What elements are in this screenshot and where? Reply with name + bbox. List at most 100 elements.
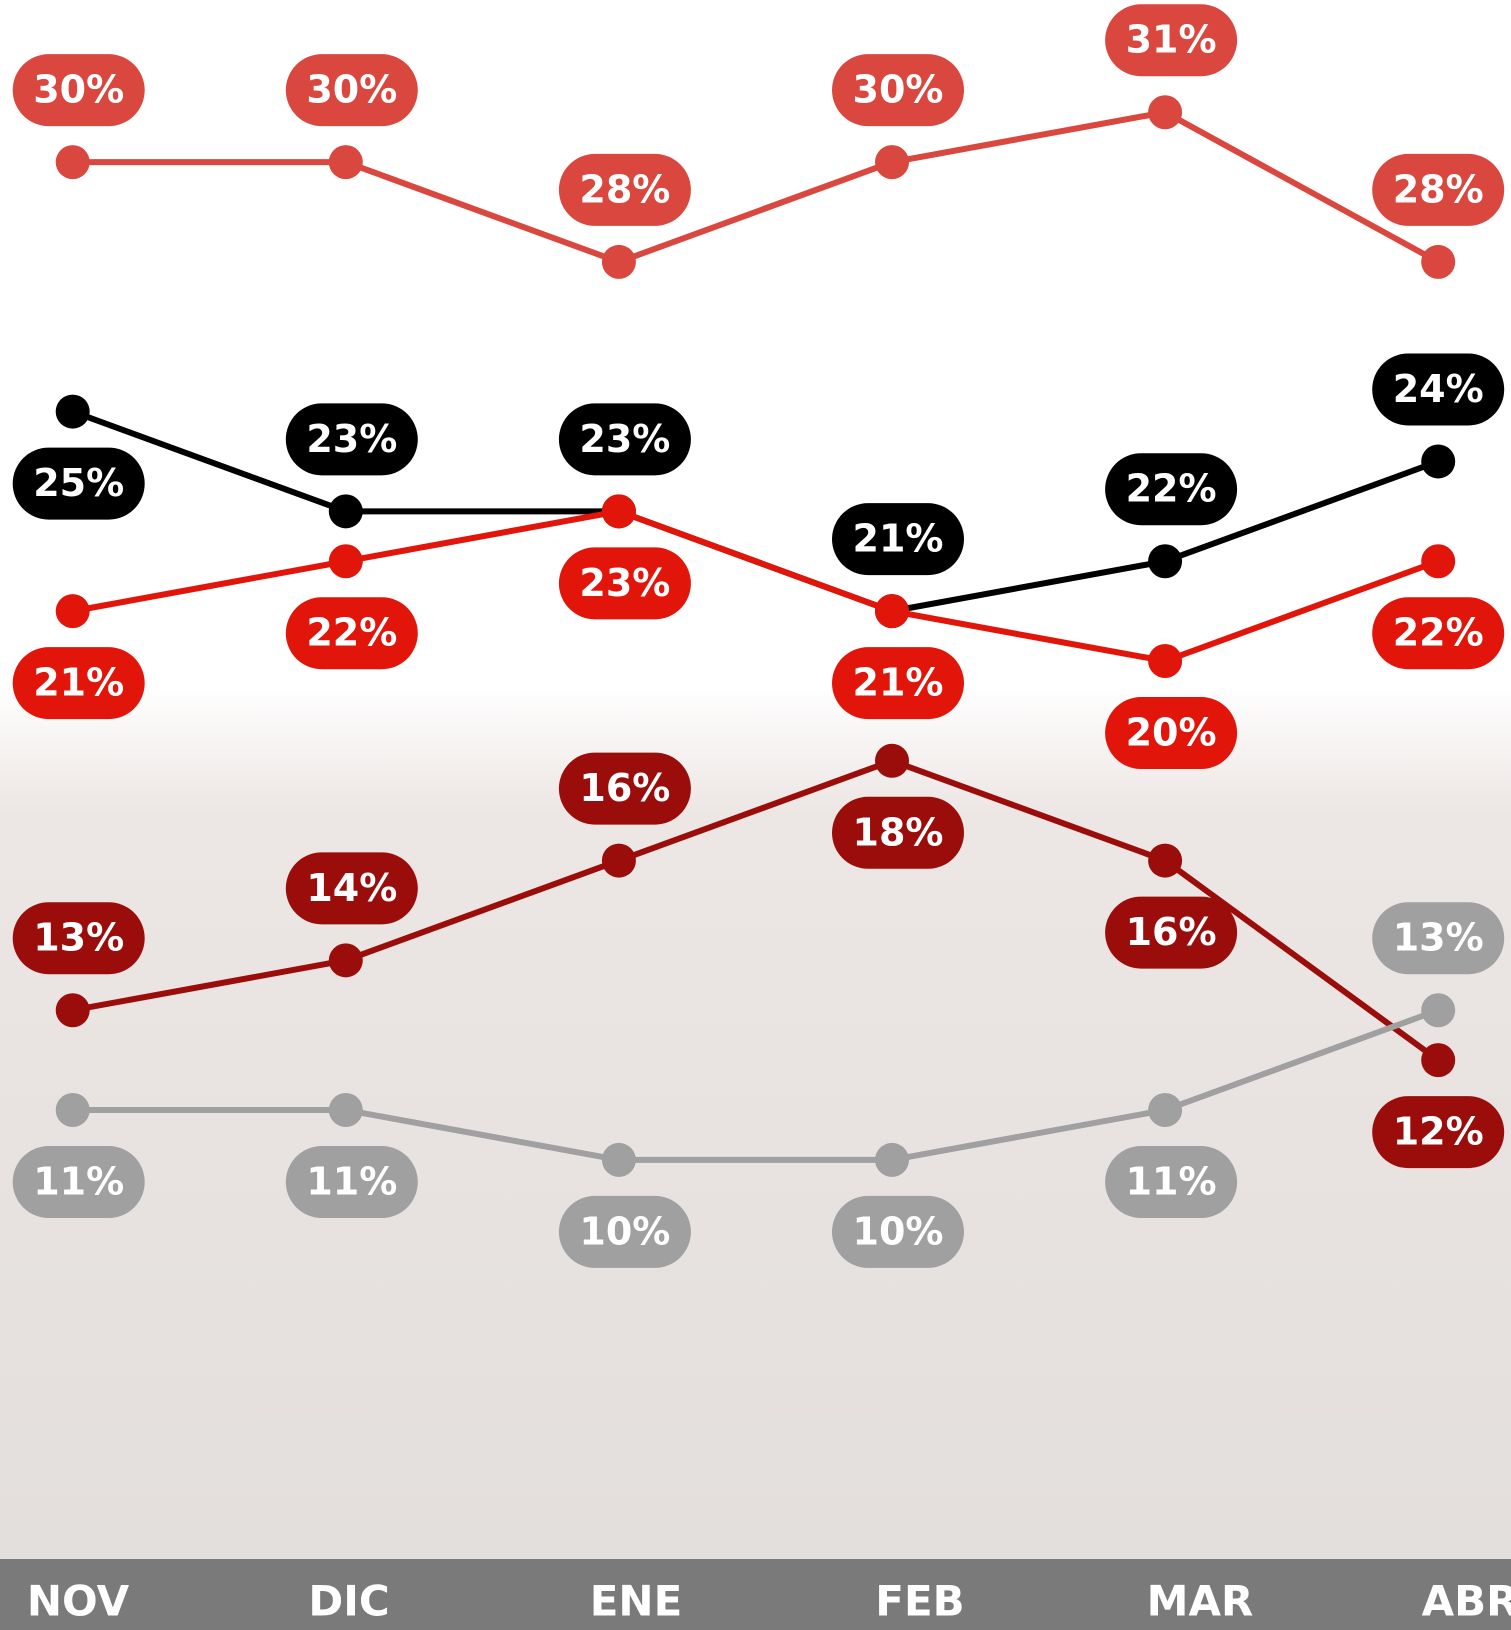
x-tick-label: FEB <box>875 1577 964 1626</box>
data-label: 23% <box>579 417 670 461</box>
data-label: 21% <box>33 661 124 705</box>
series-line <box>72 757 1440 1063</box>
data-label: 21% <box>853 661 944 705</box>
data-point <box>328 1093 363 1128</box>
data-label: 22% <box>306 611 397 655</box>
data-point <box>875 145 909 180</box>
x-tick-label: ENE <box>590 1577 683 1626</box>
data-point <box>601 843 636 878</box>
data-label: 22% <box>1393 611 1484 655</box>
data-label: 28% <box>579 167 670 211</box>
data-label-pill <box>12 447 145 520</box>
data-label-pill <box>558 153 691 226</box>
data-point <box>875 1142 909 1177</box>
data-label: 20% <box>1126 711 1217 755</box>
data-label-pill <box>832 503 964 576</box>
data-label-pill <box>558 1195 691 1268</box>
data-label-pill <box>12 54 145 127</box>
data-label: 18% <box>853 810 944 854</box>
data-point <box>1421 1043 1456 1078</box>
data-label-pill <box>285 597 418 670</box>
data-label: 10% <box>853 1209 944 1253</box>
data-point <box>55 394 90 429</box>
data-label: 14% <box>306 866 397 910</box>
data-label: 11% <box>33 1160 124 1204</box>
data-label: 23% <box>306 417 397 461</box>
data-label: 13% <box>1393 916 1484 960</box>
series-line <box>72 109 1440 266</box>
data-label-pill <box>1372 902 1505 975</box>
data-label-pill <box>1105 896 1238 969</box>
data-point <box>55 594 90 629</box>
data-label: 10% <box>579 1209 670 1253</box>
data-label-pill <box>12 1146 145 1219</box>
data-label: 30% <box>853 68 944 112</box>
data-label: 25% <box>33 461 124 505</box>
data-label-pill <box>1105 1146 1238 1219</box>
data-label-pill <box>558 752 691 825</box>
x-tick-label: DIC <box>308 1577 389 1626</box>
data-label-pill <box>285 1146 418 1219</box>
data-label: 13% <box>33 916 124 960</box>
data-label: 12% <box>1393 1110 1484 1154</box>
data-point <box>55 145 90 180</box>
data-point <box>328 943 363 978</box>
data-label: 16% <box>579 766 670 810</box>
data-point <box>601 1142 636 1177</box>
data-point <box>55 1093 90 1128</box>
data-label-pill <box>832 796 964 869</box>
data-point <box>875 743 909 778</box>
data-label: 23% <box>579 561 670 605</box>
data-label: 24% <box>1393 367 1484 411</box>
data-point <box>1148 1093 1183 1128</box>
data-label-pill <box>285 403 418 476</box>
data-point <box>1148 544 1183 579</box>
data-label: 16% <box>1126 910 1217 954</box>
x-axis-band <box>0 1559 1511 1630</box>
x-tick-label: MAR <box>1147 1577 1254 1626</box>
x-tick-label: ABR <box>1422 1577 1511 1626</box>
data-point <box>328 494 363 529</box>
data-point <box>1421 244 1456 279</box>
data-label-pill <box>832 647 964 720</box>
data-label: 31% <box>1126 18 1217 62</box>
data-label-pill <box>558 547 691 620</box>
data-label-pill <box>832 54 964 127</box>
data-point <box>1148 95 1183 130</box>
data-point <box>875 594 909 629</box>
x-tick-label: NOV <box>27 1577 130 1626</box>
data-label: 21% <box>853 517 944 561</box>
data-label-pill <box>1372 1096 1505 1169</box>
data-point <box>1421 444 1456 479</box>
data-label: 11% <box>306 1160 397 1204</box>
data-label-pill <box>1105 453 1238 526</box>
data-label: 28% <box>1393 167 1484 211</box>
data-point <box>55 993 90 1028</box>
data-label-pill <box>1105 697 1238 770</box>
data-label-pill <box>1372 353 1505 426</box>
data-point <box>1421 993 1456 1028</box>
data-label: 22% <box>1126 467 1217 511</box>
data-label: 30% <box>306 68 397 112</box>
data-label: 30% <box>33 68 124 112</box>
data-label-pill <box>832 1195 964 1268</box>
series-line <box>72 508 1440 665</box>
data-label-pill <box>285 852 418 925</box>
data-label-pill <box>285 54 418 127</box>
data-point <box>328 145 363 180</box>
data-point <box>1148 644 1183 679</box>
data-label-pill <box>558 403 691 476</box>
data-point <box>1148 843 1183 878</box>
data-label-pill <box>12 647 145 720</box>
data-point <box>601 244 636 279</box>
data-point <box>601 494 636 529</box>
data-point <box>328 544 363 579</box>
data-point <box>1421 544 1456 579</box>
data-label-pill <box>12 902 145 975</box>
data-label-pill <box>1372 597 1505 670</box>
data-label: 11% <box>1126 1160 1217 1204</box>
series-line <box>72 1007 1440 1163</box>
